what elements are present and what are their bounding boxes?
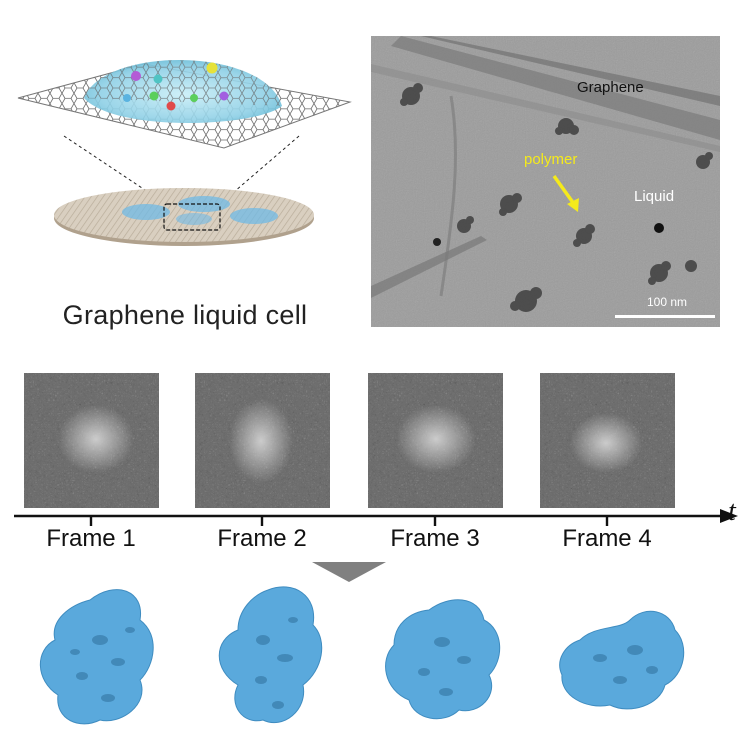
graphene-liquid-cell-illustration (17, 59, 352, 246)
frame-1-label: Frame 1 (46, 525, 136, 552)
down-arrow-icon (312, 562, 386, 582)
frame-4-image (540, 373, 675, 508)
particles (123, 62, 229, 111)
frame-1-image (24, 373, 159, 508)
tem-micrograph: Graphene polymer Liquid 100 nm (371, 36, 720, 327)
reconstruction-4 (559, 610, 685, 710)
reconstruction-3 (385, 599, 501, 720)
liquid-pocket (84, 59, 282, 124)
frame-3-label: Frame 3 (390, 525, 480, 552)
frame-4-label: Frame 4 (562, 525, 652, 552)
tem-grid-disc (54, 188, 314, 246)
polymer-label: polymer (524, 151, 578, 168)
time-axis (14, 509, 738, 526)
illustration-caption: Graphene liquid cell (62, 300, 308, 330)
reconstruction-1 (39, 589, 154, 725)
frame-3-image (368, 373, 503, 508)
scale-bar-label: 100 nm (646, 295, 688, 309)
graphene-label: Graphene (577, 79, 644, 96)
liquid-label: Liquid (634, 188, 675, 205)
frame-2-image (195, 373, 330, 508)
reconstruction-2 (218, 586, 323, 723)
frame-2-label: Frame 2 (217, 525, 307, 552)
time-axis-label: t (728, 496, 736, 527)
